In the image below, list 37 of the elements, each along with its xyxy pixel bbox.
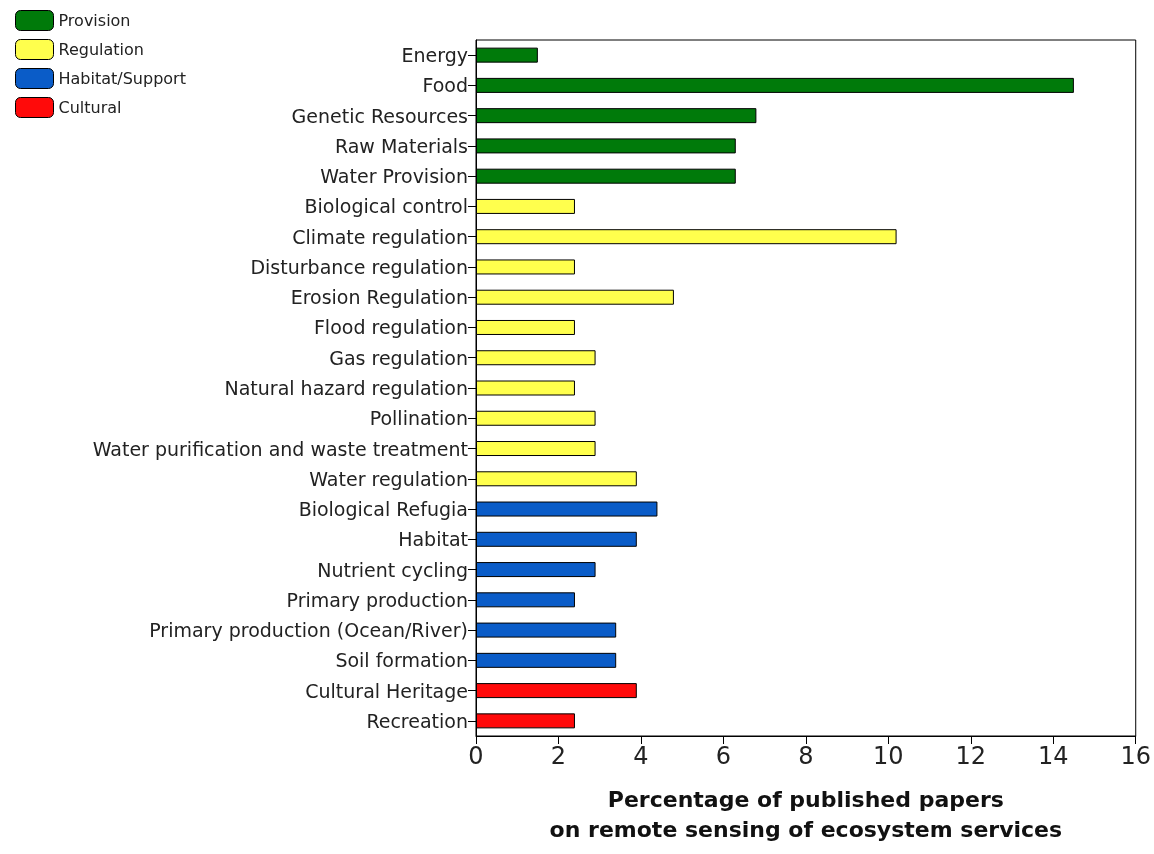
y-tick-label: Biological control	[304, 195, 468, 218]
x-tick-label: 12	[955, 742, 987, 770]
y-tick-label: Genetic Resources	[291, 104, 468, 127]
y-tick-label: Flood regulation	[313, 316, 468, 339]
x-tick-label: 2	[550, 742, 567, 770]
x-tick-label: 0	[468, 742, 484, 770]
y-tick-label: Habitat	[398, 528, 468, 551]
x-tick-label: 14	[1037, 742, 1069, 770]
y-tick-label: Recreation	[366, 709, 468, 732]
y-tick-label: Erosion Regulation	[290, 286, 468, 309]
y-tick-label: Cultural Heritage	[305, 679, 468, 702]
legend-label: Cultural	[58, 98, 122, 117]
y-tick-label: Nutrient cycling	[317, 558, 468, 581]
y-tick-label: Primary production	[286, 588, 468, 611]
legend-label: Regulation	[58, 40, 144, 59]
y-tick-label: Disturbance regulation	[250, 255, 468, 278]
x-tick-label: 8	[798, 742, 814, 770]
y-tick-label: Natural hazard regulation	[224, 377, 468, 399]
x-tick-label: 6	[715, 742, 732, 770]
legend-label: Habitat/Support	[58, 69, 186, 88]
y-tick-label: Biological Refugia	[298, 498, 468, 521]
x-tick-label: 16	[1120, 742, 1151, 770]
y-tick-label: Climate regulation	[292, 225, 468, 248]
legend-label: Provision	[58, 11, 131, 30]
x-axis-title: Percentage of published papers on remote sensing of ecosystem services	[549, 786, 1063, 842]
y-tick-label: Energy	[401, 44, 468, 67]
x-tick-label: 10	[873, 742, 904, 770]
y-tick-label: Raw Materials	[334, 134, 468, 157]
y-tick-label: Gas regulation	[329, 346, 468, 369]
y-tick-label: Water Provision	[320, 165, 468, 188]
y-tick-label: Soil formation	[335, 649, 468, 672]
y-tick-label: Water regulation	[309, 467, 468, 490]
y-tick-label: Pollination	[369, 407, 468, 430]
y-tick-label: Food	[422, 74, 468, 97]
y-tick-label: Primary production (Ocean/River)	[149, 619, 468, 642]
x-tick-label: 4	[633, 742, 649, 770]
y-tick-label: Water purification and waste treatment	[92, 437, 468, 460]
